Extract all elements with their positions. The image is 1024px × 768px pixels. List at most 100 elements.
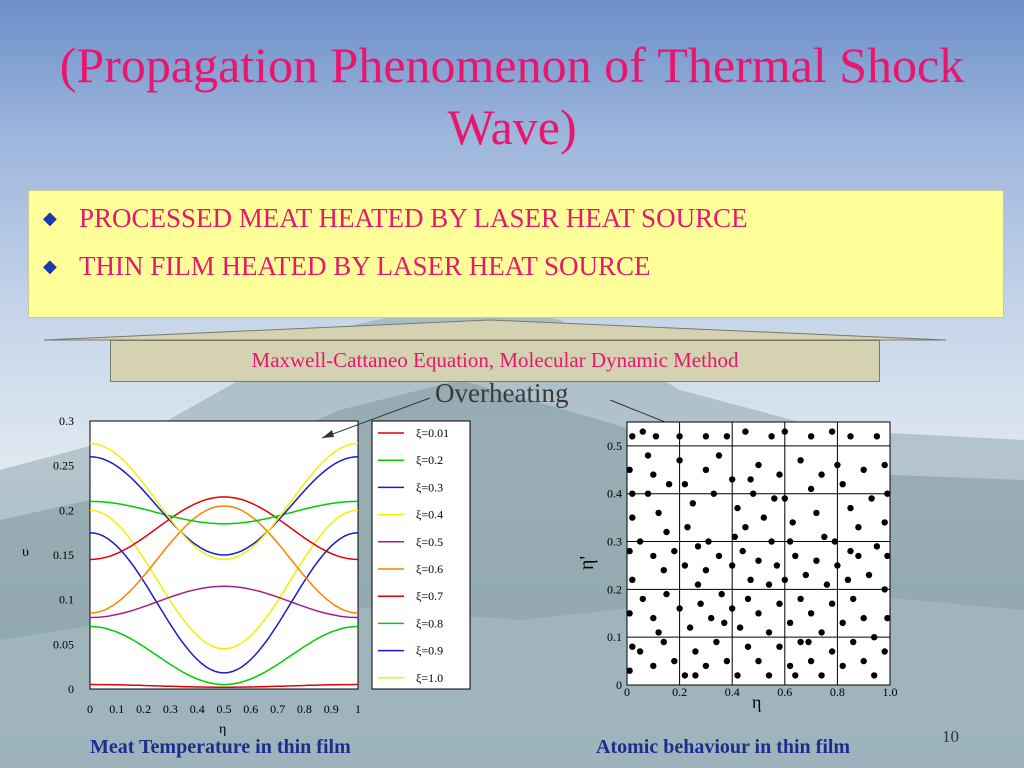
y-tick-label: 0.2 <box>607 582 622 596</box>
atom-point <box>694 581 702 588</box>
atom-point <box>723 433 731 440</box>
y-tick-labels: 0 0.05 0.1 0.15 0.2 0.25 0.3 <box>53 414 74 696</box>
atom-point <box>818 672 825 679</box>
atom-point <box>694 543 702 550</box>
atom-point <box>813 557 820 564</box>
y-tick-label: 0.4 <box>607 487 622 501</box>
x-tick-label: 0.6 <box>243 702 258 716</box>
atom-point <box>705 538 712 545</box>
right-caption: Atomic behaviour in thin film <box>596 736 851 758</box>
atom-point <box>773 562 781 569</box>
legend-label: ξ=0.01 <box>416 426 449 440</box>
atom-point <box>807 433 815 440</box>
series-line <box>89 585 359 619</box>
atom-point <box>692 648 699 655</box>
atom-point <box>747 476 754 483</box>
atom-point <box>768 538 775 545</box>
atom-point <box>818 629 825 636</box>
x-tick-label: 0.2 <box>672 685 687 699</box>
atom-point <box>821 533 828 540</box>
atom-point <box>639 428 646 435</box>
atom-point <box>715 552 723 560</box>
atom-point <box>702 466 710 473</box>
atom-point <box>629 433 636 440</box>
y-tick-label: 0 <box>68 682 74 696</box>
series-line <box>90 683 358 688</box>
x-axis-label: η <box>219 722 226 737</box>
atom-point <box>629 514 636 521</box>
atom-point <box>676 457 683 464</box>
atom-point <box>765 672 773 679</box>
atom-point <box>702 662 710 670</box>
atom-point <box>742 428 749 435</box>
atom-point <box>828 648 836 655</box>
atom-point <box>681 672 689 679</box>
atom-point <box>710 490 717 497</box>
atom-point <box>765 629 773 636</box>
atom-point <box>781 428 788 435</box>
point-group <box>626 428 891 679</box>
atom-point <box>671 657 678 665</box>
atom-point <box>776 471 783 478</box>
atom-point <box>868 495 875 502</box>
y-tick-label: 0.3 <box>607 535 622 549</box>
atom-point <box>847 547 854 555</box>
atom-point <box>660 567 667 574</box>
bullet-text: PROCESSED MEAT HEATED BY LASER HEAT SOUR… <box>79 203 748 233</box>
atom-point <box>681 562 689 569</box>
legend: ξ=0.01 ξ=0.2 ξ=0.3 ξ=0.4 ξ=0.5 ξ=0.6 ξ=0.7 ξ=0.… <box>378 426 449 685</box>
atom-point <box>652 433 660 440</box>
atom-point <box>715 452 723 459</box>
atom-point <box>650 614 657 622</box>
y-tick-label: 0.1 <box>59 593 74 607</box>
x-tick-label: 0 <box>87 702 93 716</box>
y-tick-label: 0 <box>616 678 622 692</box>
atom-point <box>786 662 794 670</box>
x-tick-label: 1 <box>355 702 361 716</box>
atom-point <box>636 648 644 655</box>
legend-box <box>371 420 471 690</box>
atom-point <box>734 504 741 512</box>
atom-point <box>755 557 762 564</box>
arrow-head-icon <box>322 430 334 438</box>
atom-point <box>860 614 867 622</box>
atom-point <box>884 552 891 560</box>
atom-point <box>860 466 867 473</box>
atom-point <box>665 481 673 488</box>
atom-point <box>807 610 815 617</box>
atom-point <box>650 471 657 478</box>
x-tick-label: 0.4 <box>190 702 205 716</box>
atom-point <box>684 524 691 531</box>
atom-point <box>721 619 728 626</box>
atom-point <box>663 528 670 536</box>
x-tick-label: 0.3 <box>163 702 178 716</box>
atom-point <box>871 672 878 679</box>
atom-point <box>850 595 857 603</box>
atom-point <box>702 567 710 574</box>
series-line <box>89 442 359 561</box>
y-tick-label: 0.15 <box>53 548 74 562</box>
diamond-bullet-icon: ◆ <box>43 256 57 276</box>
atom-point <box>828 600 836 607</box>
atom-point <box>839 481 846 488</box>
atom-point <box>729 476 736 483</box>
atom-point <box>629 490 636 497</box>
atom-point <box>644 452 652 459</box>
atom-point <box>681 481 689 488</box>
atom-point <box>626 667 633 674</box>
bullet-item: ◆ THIN FILM HEATED BY LASER HEAT SOURCE <box>43 251 651 282</box>
atom-point <box>734 672 741 679</box>
atom-point <box>676 605 683 612</box>
atom-point <box>655 629 662 636</box>
atom-point <box>831 538 838 545</box>
atom-point <box>729 605 736 612</box>
atom-point <box>755 610 762 617</box>
atom-point <box>747 576 754 583</box>
overheating-leader-line <box>321 397 431 439</box>
y-tick-labels: 0 0.1 0.2 0.3 0.4 0.5 <box>607 439 622 692</box>
atom-point <box>873 433 881 440</box>
atom-point <box>850 638 857 646</box>
atom-point <box>865 571 873 579</box>
atom-point <box>818 471 825 478</box>
atom-point <box>797 595 804 603</box>
